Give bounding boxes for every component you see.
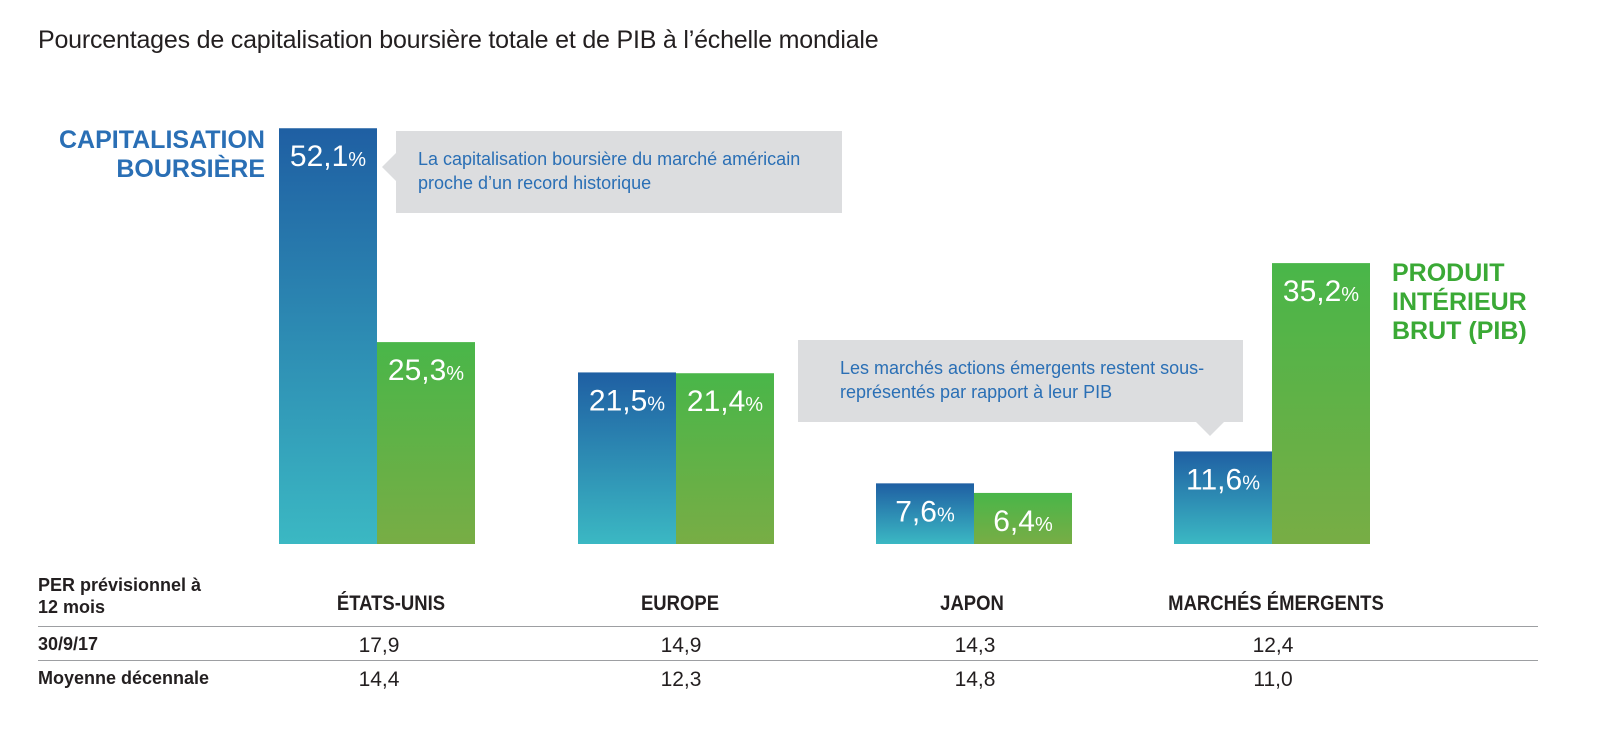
bar-gdp [377, 342, 475, 544]
bar-market-cap [876, 483, 974, 544]
callout-emerging-markets: Les marchés actions émergents restent so… [798, 340, 1243, 436]
bars-group: 52,1% 25,3% 21,5% 21,4% 7,6% 6,4% 11,6% 35,2% [279, 128, 1370, 544]
table-cell: 14,8 [954, 668, 996, 691]
bar-value-label: 35,2% [1283, 275, 1359, 308]
table-header-label-line: 12 mois [38, 597, 106, 617]
legend-market-cap-line: CAPITALISATION [58, 126, 265, 154]
table-cell: 14,3 [954, 634, 996, 657]
column-header-emerging: MARCHÉS ÉMERGENTS [1168, 592, 1384, 615]
table-cell: 12,3 [660, 668, 702, 691]
bar-value-label: 25,3% [388, 354, 464, 387]
bar-value-label: 6,4% [993, 505, 1053, 538]
bar-value-label: 21,5% [589, 384, 665, 417]
chart-title: Pourcentages de capitalisation boursière… [38, 26, 879, 54]
bar-gdp [676, 373, 774, 544]
table-cell: 11,0 [1253, 668, 1293, 691]
bar-value-label: 21,4% [687, 385, 763, 418]
legend-gdp-line: PRODUIT [1392, 259, 1505, 287]
bar-chart: 52,1% 25,3% 21,5% 21,4% 7,6% 6,4% 11,6% 35,2% [279, 128, 1370, 544]
table-cell: 12,4 [1252, 634, 1294, 657]
column-header-japan: JAPON [940, 592, 1004, 615]
bar-market-cap [279, 128, 377, 544]
legend-gdp: PRODUIT INTÉRIEUR BRUT (PIB) [1392, 259, 1582, 346]
column-header-europe: EUROPE [640, 592, 720, 615]
table-header-label: PER prévisionnel à 12 mois [38, 574, 258, 618]
bar-value-label: 52,1% [290, 140, 366, 173]
legend-gdp-line: INTÉRIEUR [1392, 288, 1527, 316]
legend-gdp-line: BRUT (PIB) [1392, 317, 1527, 345]
row-label-date: 30/9/17 [38, 634, 99, 654]
bar-gdp [974, 492, 1072, 544]
bar-market-cap [578, 372, 676, 544]
table-cell: 14,4 [358, 668, 400, 691]
table-header-label-line: PER prévisionnel à [38, 575, 202, 595]
column-header-us: ÉTATS-UNIS [336, 592, 446, 615]
bar-market-cap [1174, 451, 1272, 544]
callout-us-market-cap: La capitalisation boursière du marché am… [382, 131, 842, 213]
bar-value-label: 11,6% [1186, 463, 1260, 496]
table-cell: 17,9 [358, 634, 400, 657]
table-header-row: PER prévisionnel à 12 mois ÉTATS-UNIS EU… [38, 574, 1538, 624]
table-row: 30/9/17 17,9 14,9 14,3 12,4 [38, 626, 1538, 661]
legend-market-cap-line: BOURSIÈRE [116, 155, 265, 183]
row-label-ten-year-average: Moyenne décennale [38, 668, 210, 688]
table-row: Moyenne décennale 14,4 12,3 14,8 11,0 [38, 660, 1538, 695]
table-cell: 14,9 [660, 634, 702, 657]
bar-value-label: 7,6% [895, 495, 955, 528]
bar-gdp [1272, 263, 1370, 544]
legend-market-cap: CAPITALISATION BOURSIÈRE [30, 126, 265, 184]
